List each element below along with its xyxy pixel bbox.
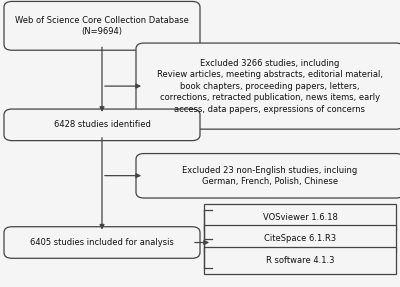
FancyBboxPatch shape	[136, 154, 400, 198]
FancyBboxPatch shape	[4, 227, 200, 258]
Text: Excluded 3266 studies, including
Review articles, meeting abstracts, editorial m: Excluded 3266 studies, including Review …	[157, 59, 383, 113]
FancyBboxPatch shape	[204, 247, 396, 274]
Text: Excluded 23 non-English studies, incluing
German, French, Polish, Chinese: Excluded 23 non-English studies, incluin…	[182, 166, 358, 186]
FancyBboxPatch shape	[136, 43, 400, 129]
FancyBboxPatch shape	[4, 1, 200, 50]
Text: Web of Science Core Collection Database
(N=9694): Web of Science Core Collection Database …	[15, 15, 189, 36]
Text: 6405 studies included for analysis: 6405 studies included for analysis	[30, 238, 174, 247]
Text: R software 4.1.3: R software 4.1.3	[266, 256, 334, 265]
FancyBboxPatch shape	[204, 225, 396, 253]
FancyBboxPatch shape	[204, 204, 396, 231]
FancyBboxPatch shape	[4, 109, 200, 141]
Text: 6428 studies identified: 6428 studies identified	[54, 120, 150, 129]
Text: CiteSpace 6.1.R3: CiteSpace 6.1.R3	[264, 234, 336, 243]
Text: VOSviewer 1.6.18: VOSviewer 1.6.18	[262, 213, 338, 222]
